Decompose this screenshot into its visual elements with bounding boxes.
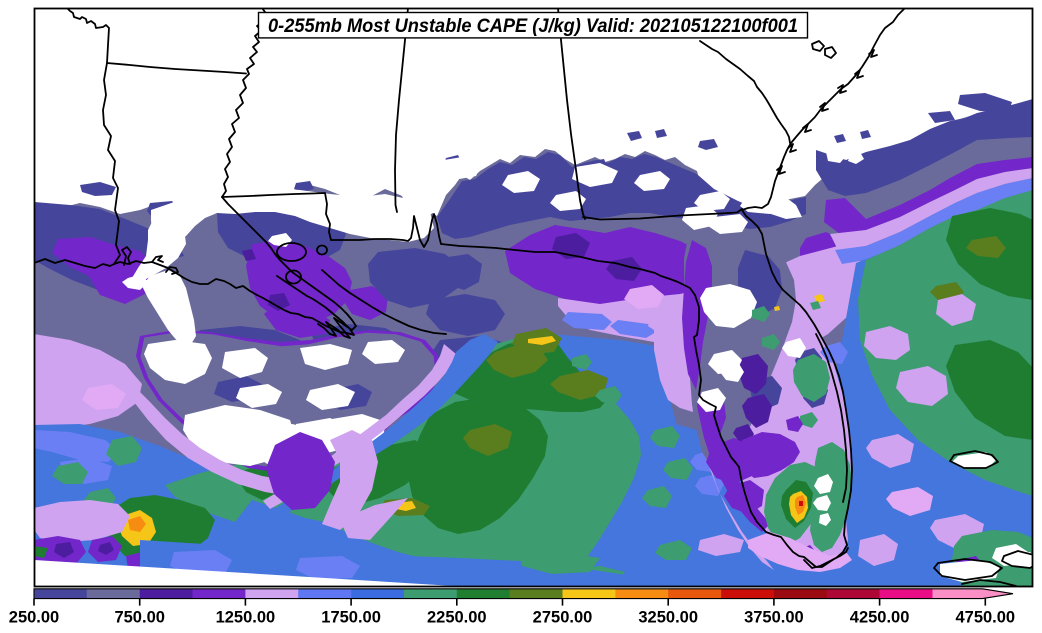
svg-text:3250.00: 3250.00 [638,609,698,627]
svg-text:1250.00: 1250.00 [216,609,276,627]
svg-text:4750.00: 4750.00 [955,609,1015,627]
svg-text:2250.00: 2250.00 [427,609,487,627]
svg-text:1750.00: 1750.00 [321,609,381,627]
svg-text:250.00: 250.00 [9,609,59,627]
svg-text:4250.00: 4250.00 [850,609,910,627]
svg-text:0-255mb Most Unstable CAPE (J/: 0-255mb Most Unstable CAPE (J/kg) Valid:… [268,16,798,37]
svg-text:2750.00: 2750.00 [533,609,593,627]
svg-text:750.00: 750.00 [114,609,164,627]
svg-text:3750.00: 3750.00 [744,609,804,627]
